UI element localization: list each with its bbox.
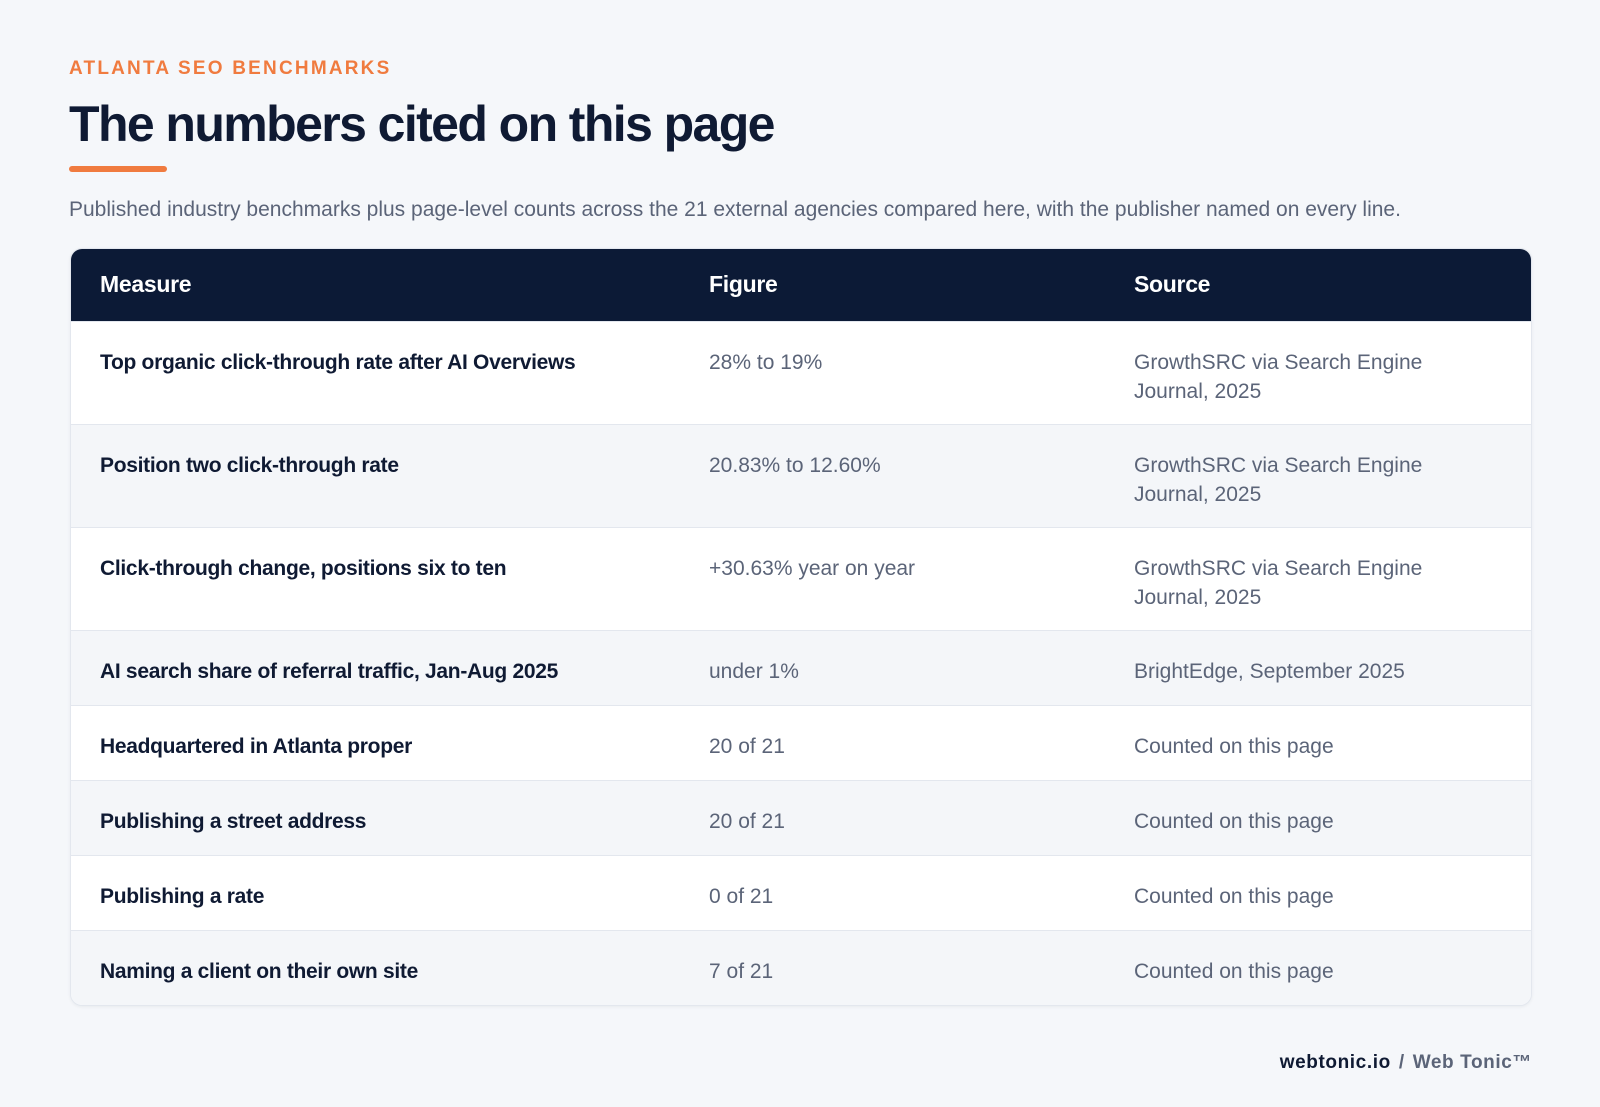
figure-cell: 20.83% to 12.60%: [680, 423, 1105, 527]
figure-cell: +30.63% year on year: [680, 526, 1105, 630]
footer-domain-link[interactable]: webtonic.io: [1279, 1052, 1391, 1073]
table-row: Publishing a rate 0 of 21 Counted on thi…: [71, 854, 1531, 930]
measure-cell: Publishing a rate: [71, 854, 680, 930]
measure-cell: Naming a client on their own site: [71, 929, 680, 1005]
table-row: Click-through change, positions six to t…: [71, 526, 1531, 630]
measure-cell: Click-through change, positions six to t…: [71, 526, 680, 630]
title-accent-rule: [69, 166, 167, 172]
source-cell: Counted on this page: [1105, 779, 1531, 855]
source-cell: Counted on this page: [1105, 854, 1531, 930]
table-row: Naming a client on their own site 7 of 2…: [71, 929, 1531, 1005]
measure-cell: Headquartered in Atlanta proper: [71, 704, 680, 780]
table-body: Top organic click-through rate after AI …: [71, 320, 1531, 1005]
table-header: Measure Figure Source: [71, 249, 1531, 321]
measure-cell: Position two click-through rate: [71, 423, 680, 527]
source-cell: Counted on this page: [1105, 704, 1531, 780]
figure-cell: 0 of 21: [680, 854, 1105, 930]
column-header-measure: Measure: [100, 271, 192, 298]
figure-cell: 7 of 21: [680, 929, 1105, 1005]
eyebrow-label: ATLANTA SEO BENCHMARKS: [69, 58, 392, 79]
source-cell: BrightEdge, September 2025: [1105, 629, 1531, 705]
footer-separator: /: [1398, 1052, 1405, 1073]
table-row: Headquartered in Atlanta proper 20 of 21…: [71, 704, 1531, 780]
benchmarks-table: Measure Figure Source Top organic click-…: [71, 249, 1531, 1005]
measure-cell: Top organic click-through rate after AI …: [71, 320, 680, 424]
source-cell: GrowthSRC via Search Engine Journal, 202…: [1105, 423, 1531, 527]
table-row: Top organic click-through rate after AI …: [71, 320, 1531, 424]
table-row: Position two click-through rate 20.83% t…: [71, 423, 1531, 527]
footer-brand: Web Tonic™: [1412, 1052, 1532, 1073]
table-header-row: Measure Figure Source: [71, 249, 1531, 321]
measure-cell: AI search share of referral traffic, Jan…: [71, 629, 680, 705]
benchmarks-table-card: Measure Figure Source Top organic click-…: [70, 248, 1532, 1006]
column-header-source: Source: [1134, 271, 1211, 298]
figure-cell: 28% to 19%: [680, 320, 1105, 424]
figure-cell: 20 of 21: [680, 779, 1105, 855]
figure-cell: 20 of 21: [680, 704, 1105, 780]
column-header-figure: Figure: [709, 271, 778, 298]
source-cell: Counted on this page: [1105, 929, 1531, 1005]
page-subtitle: Published industry benchmarks plus page-…: [69, 198, 1401, 221]
footer-attribution: webtonic.io / Web Tonic™: [1280, 1052, 1532, 1074]
measure-cell: Publishing a street address: [71, 779, 680, 855]
source-cell: GrowthSRC via Search Engine Journal, 202…: [1105, 526, 1531, 630]
page-title: The numbers cited on this page: [69, 96, 775, 152]
source-cell: GrowthSRC via Search Engine Journal, 202…: [1105, 320, 1531, 424]
figure-cell: under 1%: [680, 629, 1105, 705]
table-row: AI search share of referral traffic, Jan…: [71, 629, 1531, 705]
table-row: Publishing a street address 20 of 21 Cou…: [71, 779, 1531, 855]
